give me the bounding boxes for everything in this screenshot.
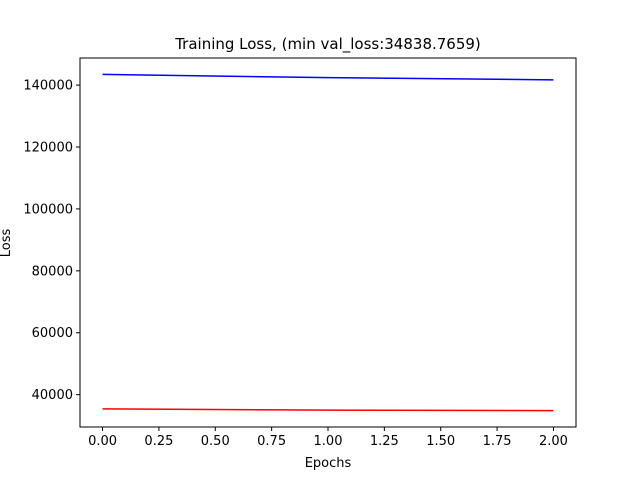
x-tick-label: 0.75	[257, 434, 286, 449]
x-axis-ticks: 0.00 0.25 0.50 0.75 1.00 1.25 1.50 1.75 2.00	[88, 427, 568, 449]
x-tick-label: 1.75	[483, 434, 512, 449]
x-tick-label: 0.00	[88, 434, 117, 449]
y-tick-label: 80000	[32, 264, 73, 279]
x-tick-label: 2.00	[539, 434, 568, 449]
x-tick-label: 1.25	[370, 434, 399, 449]
y-axis-label: Loss	[0, 229, 14, 258]
series-line-2	[102, 408, 554, 412]
x-tick-label: 1.50	[426, 434, 455, 449]
y-tick-label: 40000	[32, 388, 73, 403]
x-tick-label: 0.50	[201, 434, 230, 449]
y-tick-label: 100000	[23, 202, 73, 217]
y-tick-label: 140000	[23, 79, 73, 94]
y-tick-label: 60000	[32, 326, 73, 341]
x-axis-label: Epochs	[305, 456, 352, 471]
y-tick-label: 120000	[23, 140, 73, 155]
chart-title: Training Loss, (min val_loss:34838.7659)	[174, 35, 481, 54]
x-tick-label: 0.25	[144, 434, 173, 449]
x-tick-label: 1.00	[314, 434, 343, 449]
y-axis-ticks: 40000 60000 80000 100000 120000 140000	[23, 79, 80, 403]
series-line-1	[102, 73, 554, 81]
series-layer	[102, 73, 554, 412]
